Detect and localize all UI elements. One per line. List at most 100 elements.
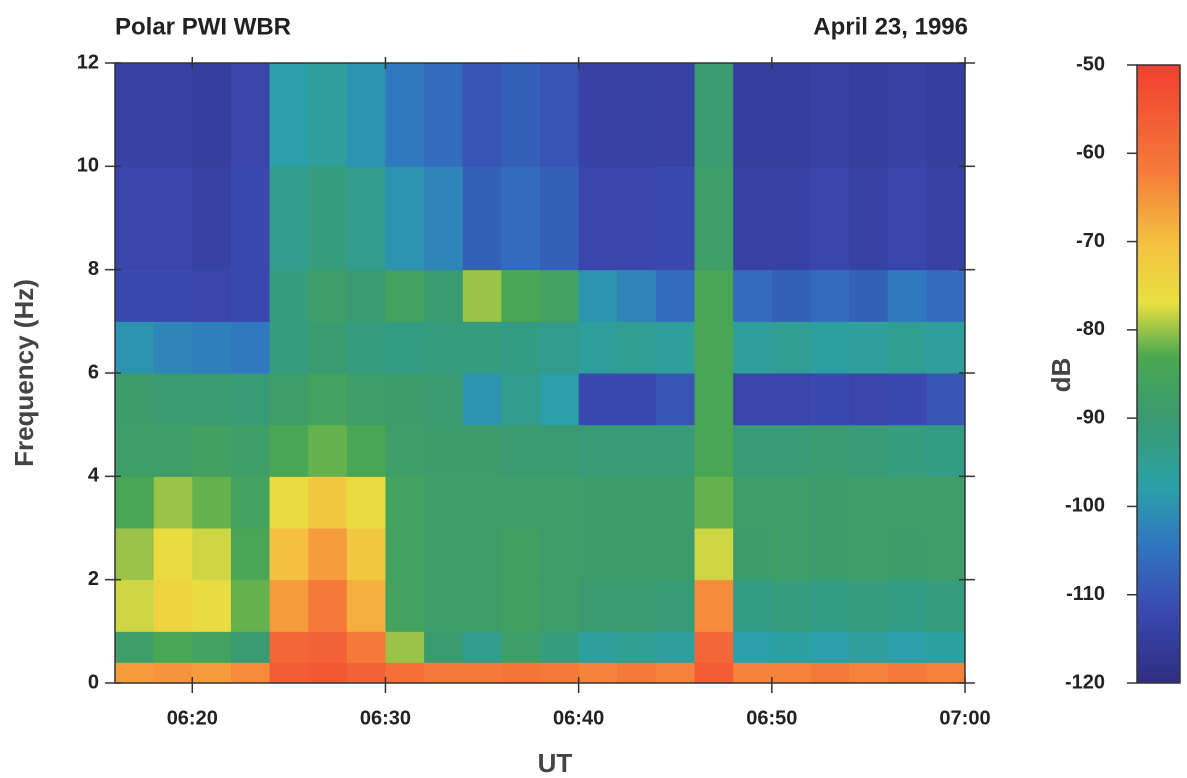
spectrogram-cell [501, 166, 541, 271]
spectrogram-cell [192, 424, 232, 477]
spectrogram-cell [926, 63, 966, 167]
spectrogram-cell [269, 269, 309, 322]
spectrogram-cell [771, 528, 811, 581]
spectrogram-cell [849, 321, 889, 374]
spectrogram-cell [733, 631, 773, 663]
spectrogram-cell [153, 63, 193, 167]
spectrogram-cell [694, 373, 734, 426]
spectrogram-cell [578, 631, 618, 663]
spectrogram-cell [733, 662, 773, 684]
y-tick-label: 2 [88, 568, 99, 590]
spectrogram-cell [887, 631, 927, 663]
spectrogram-cell [771, 373, 811, 426]
spectrogram-cell [655, 269, 696, 322]
spectrogram-cell [926, 631, 966, 663]
spectrogram-cell [192, 579, 232, 632]
spectrogram-cell [540, 424, 580, 477]
spectrogram-cell [385, 424, 425, 477]
colorbar [1136, 64, 1181, 684]
spectrogram-cell [617, 424, 657, 477]
spectrogram-cell [153, 269, 193, 322]
spectrogram-cell [733, 269, 773, 322]
colorbar-label: dB [1046, 358, 1076, 393]
y-tick-label: 6 [88, 361, 99, 383]
colorbar-tick-label: -60 [1076, 142, 1105, 164]
spectrogram-cell [694, 528, 734, 581]
spectrogram-cell [887, 373, 927, 426]
spectrogram-cell [578, 373, 618, 426]
spectrogram-cell [887, 579, 927, 632]
spectrogram-cell [424, 63, 464, 167]
spectrogram-cell [617, 269, 657, 322]
spectrogram-cell [926, 424, 966, 477]
spectrogram-cell [153, 373, 193, 426]
spectrogram-cell [617, 166, 657, 271]
spectrogram-cell [694, 269, 734, 322]
spectrogram-cell [308, 269, 348, 322]
spectrogram-cell [771, 269, 811, 322]
spectrogram-cell [501, 662, 541, 684]
spectrogram-cell [462, 528, 502, 581]
spectrogram-cell [887, 528, 927, 581]
spectrogram-cell [501, 631, 541, 663]
spectrogram-cell [308, 631, 348, 663]
spectrogram-cell [501, 579, 541, 632]
colorbar-tick-label: -120 [1065, 671, 1105, 693]
spectrogram-cell [385, 579, 425, 632]
spectrogram-cell [269, 424, 309, 477]
spectrogram-cell [153, 579, 193, 632]
spectrogram-cell [655, 424, 696, 477]
spectrogram-cell [115, 579, 155, 632]
spectrogram-cell [849, 528, 889, 581]
spectrogram-cell [424, 269, 464, 322]
spectrogram-cell [694, 424, 734, 477]
spectrogram-cell [424, 579, 464, 632]
spectrogram-cell [424, 528, 464, 581]
x-tick-label: 07:00 [939, 707, 990, 729]
y-tick-label: 12 [77, 51, 99, 73]
spectrogram-cell [346, 579, 386, 632]
spectrogram-cell [849, 476, 889, 529]
spectrogram-cell [269, 63, 309, 167]
spectrogram-cell [655, 528, 696, 581]
spectrogram-cell [230, 166, 271, 271]
y-tick-label: 10 [77, 155, 99, 177]
spectrogram-cell [501, 476, 541, 529]
spectrogram-cell [771, 662, 811, 684]
spectrogram-cell [192, 528, 232, 581]
spectrogram-cell [462, 321, 502, 374]
spectrogram-cell [578, 321, 618, 374]
spectrogram-cell [540, 631, 580, 663]
spectrogram-cell [424, 321, 464, 374]
spectrogram-cell [308, 579, 348, 632]
chart-date: April 23, 1996 [813, 13, 968, 40]
spectrogram-cell [462, 662, 502, 684]
spectrogram-cell [540, 63, 580, 167]
spectrogram-cell [655, 373, 696, 426]
spectrogram-cell [192, 63, 232, 167]
spectrogram-cell [694, 662, 734, 684]
spectrogram-cell [308, 166, 348, 271]
spectrogram-cell [810, 63, 850, 167]
spectrogram-cell [230, 424, 271, 477]
spectrogram-cell [540, 476, 580, 529]
y-tick-label: 8 [88, 258, 99, 280]
spectrogram-cell [385, 528, 425, 581]
spectrogram-cell [501, 373, 541, 426]
spectrogram-cell [694, 476, 734, 529]
spectrogram-cell [424, 662, 464, 684]
spectrogram-cell [192, 166, 232, 271]
colorbar-tick-label: -70 [1076, 230, 1105, 252]
spectrogram-cell [578, 424, 618, 477]
colorbar-tick-label: -100 [1065, 495, 1105, 517]
spectrogram-cell [849, 166, 889, 271]
spectrogram-cell [694, 166, 734, 271]
spectrogram-cell [655, 579, 696, 632]
spectrogram-cell [308, 63, 348, 167]
y-tick-label: 4 [88, 465, 100, 487]
spectrogram-cell [617, 662, 657, 684]
spectrogram-cell [578, 476, 618, 529]
spectrogram-cell [346, 373, 386, 426]
spectrogram-cell [462, 63, 502, 167]
